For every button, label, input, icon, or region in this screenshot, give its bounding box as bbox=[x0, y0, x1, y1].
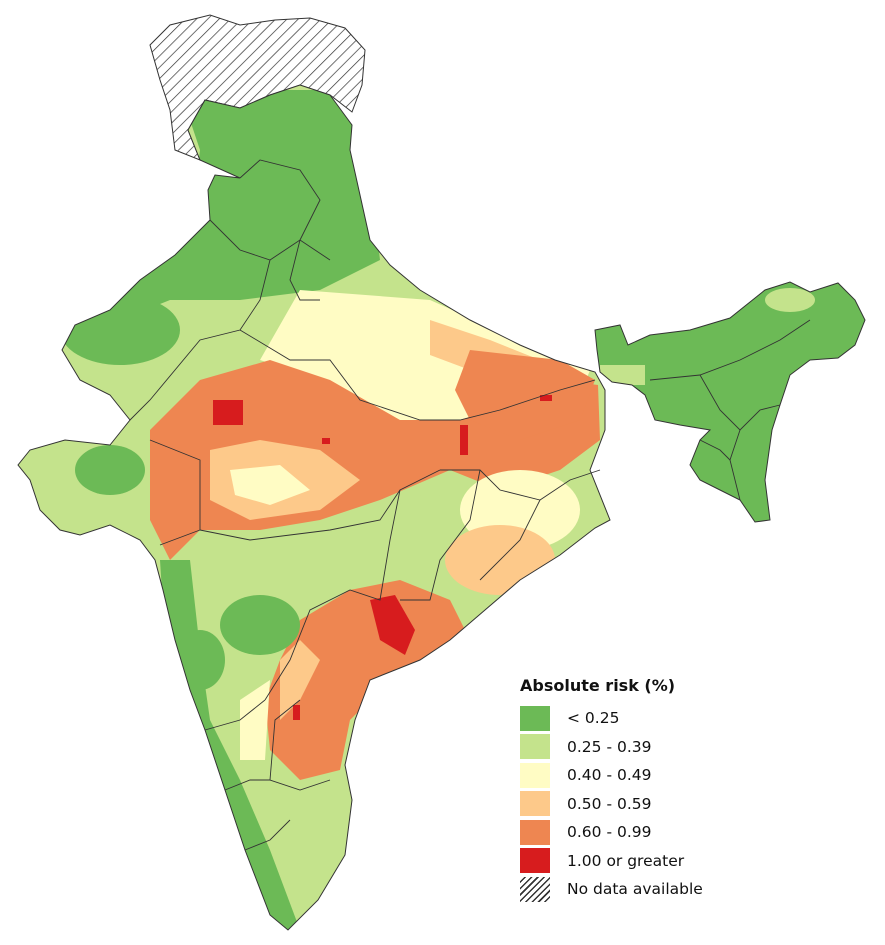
hotspot-bihar bbox=[460, 425, 468, 455]
legend-swatch-no-data bbox=[520, 876, 550, 902]
northeast-base bbox=[595, 282, 865, 522]
legend-label-ge100: 1.00 or greater bbox=[567, 851, 685, 870]
hotspot-karnataka bbox=[293, 705, 300, 720]
legend-label-lt025: < 0.25 bbox=[567, 709, 620, 728]
zone-orange-south bbox=[265, 580, 470, 780]
zone-green-karnataka bbox=[175, 630, 225, 690]
legend-label-040-049: 0.40 - 0.49 bbox=[567, 766, 652, 785]
legend-swatch-025-039 bbox=[520, 734, 550, 760]
legend-swatch-060-099 bbox=[520, 819, 550, 845]
legend-title: Absolute risk (%) bbox=[520, 676, 676, 695]
zone-yellow-karnataka bbox=[240, 680, 270, 760]
zone-green-gujarat bbox=[75, 445, 145, 495]
zone-lightgreen-tamilnadu bbox=[290, 780, 350, 890]
legend-label-060-099: 0.60 - 0.99 bbox=[567, 823, 652, 842]
legend-item-025-039: 0.25 - 0.39 bbox=[520, 733, 820, 762]
state-borders bbox=[129, 159, 601, 851]
zone-lightgreen-ne bbox=[600, 365, 645, 385]
zone-orange-bihar bbox=[455, 350, 595, 440]
hotspot-nepal-border bbox=[540, 395, 552, 401]
northeast-border bbox=[594, 281, 866, 523]
zone-yellow-central bbox=[230, 465, 310, 505]
northeast-choropleth bbox=[595, 282, 865, 522]
legend-items: < 0.25 0.25 - 0.39 0.40 - 0.49 0.50 - 0.… bbox=[520, 704, 820, 904]
hotspot-rajasthan bbox=[213, 400, 243, 425]
legend-swatch-050-059 bbox=[520, 791, 550, 817]
northeast-state-borders bbox=[649, 319, 811, 501]
legend-swatch-040-049 bbox=[520, 762, 550, 788]
zone-green-rajasthan bbox=[60, 295, 180, 365]
zone-lightgreen-assam bbox=[765, 288, 815, 312]
zone-green-maharashtra bbox=[220, 595, 300, 655]
legend-item-ge100: 1.00 or greater bbox=[520, 847, 820, 876]
legend-swatch-ge100 bbox=[520, 848, 550, 874]
legend-item-lt025: < 0.25 bbox=[520, 704, 820, 733]
legend-item-no-data: No data available bbox=[520, 875, 820, 904]
hotspot-mp bbox=[322, 438, 330, 444]
legend-swatch-lt025 bbox=[520, 705, 550, 731]
legend: Absolute risk (%) < 0.25 0.25 - 0.39 0.4… bbox=[520, 676, 820, 904]
legend-item-050-059: 0.50 - 0.59 bbox=[520, 790, 820, 819]
mainland-border bbox=[17, 84, 611, 931]
legend-label-025-039: 0.25 - 0.39 bbox=[567, 737, 652, 756]
legend-label-050-059: 0.50 - 0.59 bbox=[567, 794, 652, 813]
hotspot-andhra bbox=[370, 595, 415, 655]
legend-label-no-data: No data available bbox=[567, 880, 703, 899]
legend-item-060-099: 0.60 - 0.99 bbox=[520, 818, 820, 847]
legend-item-040-049: 0.40 - 0.49 bbox=[520, 761, 820, 790]
